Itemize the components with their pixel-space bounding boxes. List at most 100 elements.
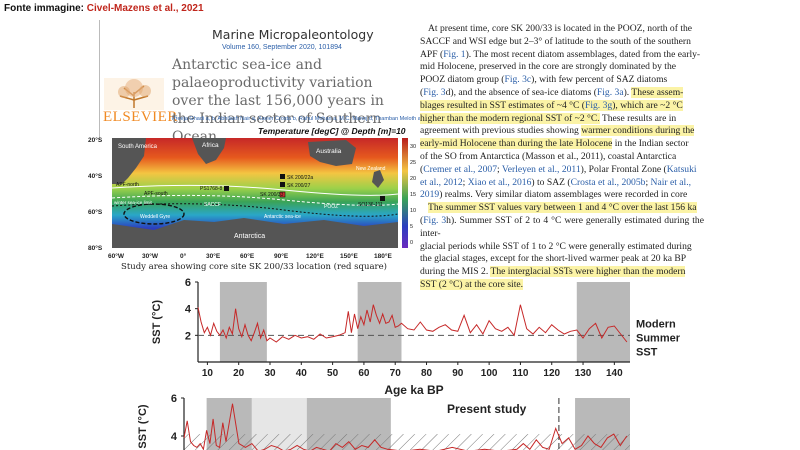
svg-text:60°S: 60°S: [88, 208, 103, 216]
highlighted-text: The interglacial SSTs were higher than t…: [490, 266, 686, 278]
reference-link[interactable]: Fig. 3: [423, 214, 447, 226]
weddell-gyre-outline: [123, 203, 185, 225]
body-text-span: SACCF and WSI edge but 2–3° of latitude …: [420, 35, 691, 47]
body-line: higher than the modern regional SST of ~…: [420, 112, 704, 126]
shaded-period: [219, 282, 267, 362]
africa-land: [192, 138, 226, 164]
map-label-apf-south: APF-south: [144, 191, 168, 197]
sst-chart-upper: 2 4 6 10 20 30 40 50 60 70 80 90 100 110 120 130 140 Mode…: [151, 277, 681, 397]
svg-text:30°E: 30°E: [206, 252, 221, 260]
shaded-period: [576, 282, 630, 362]
body-line: et al., 2012; Xiao et al., 2016) to SAZ …: [420, 177, 704, 190]
map-label-pooz: POOZ: [324, 204, 338, 210]
reference-link[interactable]: Verleyen et al., 2011: [501, 163, 581, 175]
body-text-span: of the SO from Antarctica (Masson et al.…: [420, 150, 677, 162]
body-text-span: (: [420, 214, 424, 226]
chart-title: Present study: [447, 402, 527, 416]
elsevier-tree-icon: [104, 78, 164, 110]
x-tick-label: 130: [575, 368, 592, 379]
body-text-span: ). The most recent diatom assemblages, d…: [465, 48, 701, 60]
y-tick-label: 6: [171, 393, 177, 405]
body-text-span: in the Indian sector: [612, 138, 689, 150]
map-colorbar: [402, 138, 408, 248]
svg-text:60°W: 60°W: [108, 252, 125, 260]
body-text-span: ) to SAZ (: [531, 176, 571, 188]
x-tick-label: 70: [390, 368, 402, 379]
sst-map: South America Africa Australia New Zeala…: [88, 136, 416, 260]
reference-link[interactable]: 2019: [420, 189, 440, 201]
reference-link[interactable]: Katsuki: [666, 163, 697, 175]
svg-text:80°S: 80°S: [88, 244, 103, 252]
body-text-span: At present time, core SK 200/33 is locat…: [428, 23, 693, 34]
body-line: APF (Fig. 1). The most recent diatom ass…: [420, 49, 704, 62]
x-tick-label: 30: [264, 368, 276, 379]
body-line: SST (2 °C) at the core site.: [420, 278, 704, 292]
core-site-sk200-33: [279, 191, 286, 198]
x-tick-label: 60: [358, 368, 370, 379]
antarctica-land: [112, 218, 398, 248]
x-tick-label: 40: [296, 368, 308, 379]
svg-text:40°S: 40°S: [88, 172, 103, 180]
svg-text:0: 0: [410, 240, 413, 246]
map-label-antarctica: Antarctica: [234, 233, 265, 240]
body-text-span: glacial periods while SST of 1 to 2 °C w…: [420, 240, 692, 252]
map-label-africa: Africa: [202, 142, 219, 149]
body-text-span: POOZ diatom group (: [420, 74, 505, 86]
reference-link[interactable]: Fig. 3g: [585, 99, 613, 111]
body-text-span: These results are in: [599, 112, 677, 124]
reference-link[interactable]: Nair et al.,: [650, 176, 692, 188]
highlighted-text: ), which are ~2 °C: [612, 99, 683, 111]
x-axis-label: Age ka BP: [384, 383, 443, 397]
y-tick-label: 2: [185, 330, 191, 342]
body-text-span: ), Polar Frontal Zone (: [580, 163, 667, 175]
source-credit[interactable]: Civel-Mazens et al., 2021: [86, 3, 204, 14]
reference-link[interactable]: Xiao et al., 2016: [467, 176, 532, 188]
new-zealand-land: [372, 170, 384, 188]
map-label-winter-sea-ice: winter sea-ice limit: [114, 200, 153, 205]
svg-text:180°E: 180°E: [374, 252, 392, 260]
body-text-span: ;: [462, 176, 468, 188]
hatched-band: [184, 434, 630, 450]
highlighted-text: higher than the modern regional SST of ~…: [420, 112, 600, 124]
reference-link[interactable]: Fig. 1: [443, 48, 466, 60]
sst-chart-lower: 4 6 SST (°C) Present study: [137, 393, 630, 450]
map-label-australia: Australia: [316, 148, 342, 155]
reference-link[interactable]: Cremer et al., 2007: [423, 163, 497, 175]
reference-link[interactable]: et al., 2012: [420, 176, 463, 188]
x-tick-label: 100: [481, 368, 498, 379]
map-label-so136: SO136-111: [358, 202, 383, 208]
svg-text:150°E: 150°E: [340, 252, 358, 260]
image-source: Fonte immagine: Civel-Mazens et al., 202…: [4, 3, 204, 14]
paper-body-text: At present time, core SK 200/33 is locat…: [420, 23, 704, 292]
source-label: Fonte immagine:: [4, 3, 85, 14]
map-lon-labels: 60°W 30°W 0° 30°E 60°E 90°E 120°E 150°E …: [108, 252, 392, 260]
svg-text:5: 5: [410, 224, 413, 230]
svg-text:25: 25: [410, 160, 416, 166]
body-line: during the MIS 2. The interglacial SSTs …: [420, 266, 704, 279]
core-site-ps1768: [224, 186, 229, 191]
reference-link[interactable]: Fig. 3a: [596, 86, 624, 98]
highlighted-text: early-mid Holocene than during the late …: [420, 138, 613, 150]
y-tick-label: 6: [185, 277, 191, 289]
body-line: mid Holocene, preserved in the core are …: [420, 61, 704, 74]
reference-link[interactable]: Crosta et al., 2005b: [570, 176, 646, 188]
map-label-saccf: SACCF: [204, 202, 221, 208]
map-title: Temperature [degC] @ Depth [m]=10: [258, 126, 406, 136]
x-tick-label: 50: [327, 368, 339, 379]
svg-text:10: 10: [410, 208, 416, 214]
body-line: blages resulted in SST estimates of ~4 °…: [420, 99, 704, 113]
reference-link[interactable]: Fig. 3: [423, 86, 446, 98]
highlighted-text: warmer conditions during the: [581, 125, 695, 137]
svg-text:30: 30: [410, 144, 416, 150]
body-text-span: d), and the absence of sea-ice diatoms (: [445, 86, 597, 98]
x-tick-label: 20: [233, 368, 245, 379]
reference-link[interactable]: Fig. 3c: [504, 74, 532, 86]
map-label-ps1768: PS1768-8: [200, 186, 222, 192]
body-line: agreement with previous studies showing …: [420, 125, 704, 138]
sst-series-line: [197, 304, 628, 343]
reference-label: Summer: [636, 332, 681, 344]
publisher-logo: ELSEVIER: [103, 109, 178, 125]
body-text-span: (: [420, 163, 424, 175]
map-label-weddell-gyre: Weddell Gyre: [140, 214, 170, 220]
